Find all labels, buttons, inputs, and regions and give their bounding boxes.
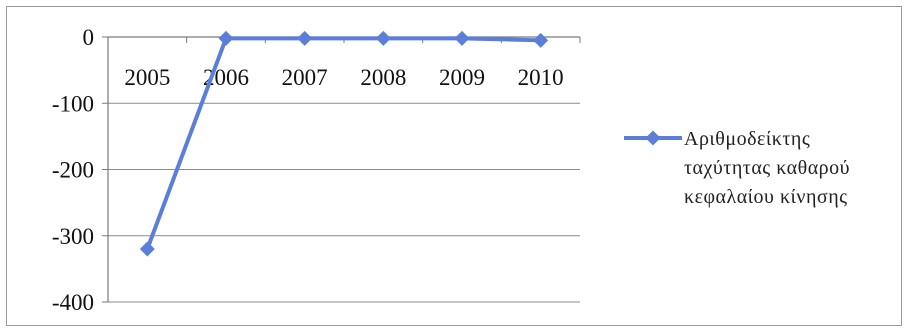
y-tick-label: 0 bbox=[83, 25, 95, 50]
y-tick-label: -400 bbox=[52, 290, 94, 315]
data-point-marker bbox=[454, 30, 470, 46]
x-tick-label: 2009 bbox=[439, 65, 485, 90]
y-tick-label: -100 bbox=[52, 91, 94, 116]
gridlines bbox=[108, 102, 580, 303]
y-tick-labels: 0 -100 -200 -300 -400 bbox=[52, 25, 94, 315]
x-tick-labels: 2005 2006 2007 2008 2009 2010 bbox=[124, 65, 563, 90]
x-tick-label: 2005 bbox=[124, 65, 170, 90]
x-tick-label: 2007 bbox=[282, 65, 328, 90]
x-tick-label: 2008 bbox=[360, 65, 406, 90]
data-point-marker bbox=[533, 32, 549, 48]
data-point-marker bbox=[139, 241, 155, 257]
data-point-marker bbox=[297, 30, 313, 46]
x-tick-label: 2010 bbox=[518, 65, 564, 90]
data-point-marker bbox=[375, 30, 391, 46]
series-layer bbox=[139, 30, 549, 257]
legend-label-line: ταχύτητας καθαρού bbox=[684, 157, 850, 179]
legend-label-line: Αριθμοδείκτης bbox=[684, 128, 810, 150]
data-point-marker bbox=[218, 30, 234, 46]
legend-label-line: κεφαλαίου κίνησης bbox=[684, 186, 848, 208]
y-tick-label: -300 bbox=[52, 224, 94, 249]
legend-marker bbox=[645, 130, 661, 146]
y-tick-label: -200 bbox=[52, 158, 94, 183]
chart-frame bbox=[6, 6, 902, 326]
series-line bbox=[145, 36, 543, 251]
legend: Αριθμοδείκτης ταχύτητας καθαρού κεφαλαίου … bbox=[624, 128, 850, 208]
